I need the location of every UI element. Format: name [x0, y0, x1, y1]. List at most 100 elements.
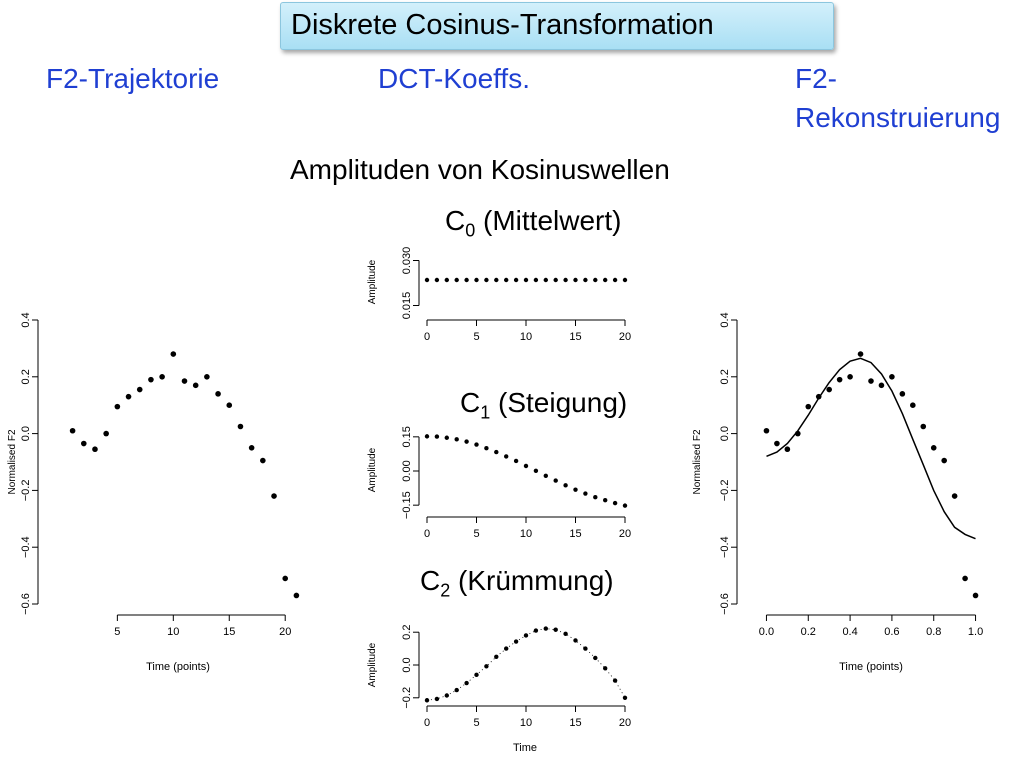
y-axis-label: Amplitude	[367, 642, 378, 687]
x-tick-label: 10	[167, 626, 179, 638]
y-tick-label: 0.2	[401, 625, 413, 640]
heading-f2-reconstruction-line1: F2-	[795, 63, 837, 94]
data-point	[795, 430, 801, 437]
x-tick-label: 10	[520, 331, 532, 343]
data-point	[513, 458, 519, 464]
data-point	[612, 678, 618, 683]
y-tick-label: −0.2	[401, 687, 413, 709]
data-point	[424, 434, 430, 439]
data-point	[972, 592, 979, 599]
chart-f2: 5 10 15 20 −0.6 −0.4 −0.2 0.0 0.2 0.4 Time (points…	[7, 312, 300, 673]
c1-label: (Steigung)	[490, 387, 628, 418]
data-point	[215, 391, 221, 397]
data-point	[504, 454, 509, 459]
data-point	[424, 698, 430, 703]
data-point	[454, 277, 459, 283]
data-point	[484, 664, 489, 669]
x-axis-label: Time (points)	[839, 661, 903, 673]
data-point	[941, 457, 947, 464]
x-tick-label: 5	[473, 717, 479, 729]
c2-symbol: C	[420, 565, 441, 596]
data-point	[523, 277, 529, 283]
y-tick-label: 0.2	[20, 369, 32, 384]
x-tick-label: 10	[520, 717, 532, 729]
y-tick-label: 0.015	[401, 292, 413, 320]
y-tick-label: −0.6	[20, 593, 32, 615]
x-tick-label: 20	[279, 626, 291, 638]
c2-label: (Krümmung)	[450, 565, 614, 596]
subtitle-cosine-amplitudes: Amplituden von Kosinuswellen	[290, 154, 670, 185]
data-point	[444, 277, 449, 283]
data-point	[464, 680, 469, 686]
x-tick-label: 1.0	[968, 626, 983, 638]
c0-symbol: C	[445, 205, 466, 236]
x-tick-label: 0.2	[801, 626, 816, 638]
y-axis-label: Normalised F2	[7, 429, 18, 494]
data-point	[878, 382, 885, 389]
x-tick-label: 0	[424, 717, 430, 729]
y-tick-label: −0.2	[20, 480, 32, 502]
c0-label: (Mittelwert)	[475, 205, 622, 236]
data-point	[622, 277, 628, 283]
data-point	[444, 435, 449, 440]
heading-f2-reconstruction-line2: Rekonstruierung	[795, 102, 1001, 133]
c1-symbol: C	[460, 387, 481, 418]
data-point	[805, 403, 812, 410]
data-point	[92, 446, 98, 453]
x-axis-label: Time	[513, 742, 537, 754]
data-point	[593, 277, 598, 283]
data-point	[192, 382, 199, 389]
data-point	[612, 500, 618, 506]
data-point	[533, 277, 539, 283]
data-point	[454, 437, 459, 442]
x-tick-label: 0.0	[759, 626, 774, 638]
c2-index: 2	[440, 580, 451, 601]
data-point	[612, 277, 618, 283]
y-tick-label: 0.15	[401, 426, 413, 447]
reconstruction-curve	[766, 357, 976, 540]
data-point	[125, 393, 132, 400]
data-point	[533, 468, 539, 473]
data-point	[593, 494, 598, 500]
data-point	[543, 626, 548, 631]
x-tick-label: 15	[569, 528, 581, 540]
x-tick-label: 20	[619, 717, 631, 729]
data-point	[847, 374, 853, 380]
data-point	[80, 440, 87, 447]
y-tick-label: −0.6	[719, 593, 731, 615]
y-tick-label: 0.030	[401, 247, 413, 275]
data-point	[454, 687, 459, 693]
data-point	[815, 393, 822, 400]
data-point	[434, 434, 440, 439]
data-point	[474, 442, 479, 447]
data-point	[424, 277, 430, 283]
data-point	[248, 445, 255, 451]
x-tick-label: 0.6	[884, 626, 899, 638]
data-point	[603, 277, 608, 283]
data-point	[103, 430, 109, 437]
data-point	[464, 277, 469, 283]
y-axis-label: Amplitude	[367, 259, 378, 304]
c1-index: 1	[480, 402, 491, 423]
data-point	[293, 592, 300, 599]
data-point	[889, 374, 895, 380]
y-tick-label: −0.15	[401, 491, 413, 519]
chart-c0: 0 5 10 15 20 0.015 0.030 Amplitude	[367, 247, 631, 343]
data-point	[563, 277, 568, 283]
data-point	[159, 374, 165, 380]
data-point	[434, 696, 440, 702]
data-point	[474, 277, 479, 283]
chart-c2: 0 5 10 15 20 −0.2 0.0 0.2 Time Amplitude	[367, 625, 631, 754]
data-point	[494, 449, 499, 455]
y-tick-label: 0.0	[20, 426, 32, 441]
x-tick-label: 0.8	[926, 626, 941, 638]
data-point	[899, 391, 906, 397]
data-point	[474, 672, 479, 678]
y-tick-label: 0.2	[719, 369, 731, 384]
data-point	[513, 639, 519, 644]
data-point	[553, 478, 558, 483]
data-point	[573, 638, 578, 643]
chart-c1: 0 5 10 15 20 −0.15 0.00 0.15 Amplitude	[367, 426, 631, 540]
data-point	[444, 693, 449, 698]
